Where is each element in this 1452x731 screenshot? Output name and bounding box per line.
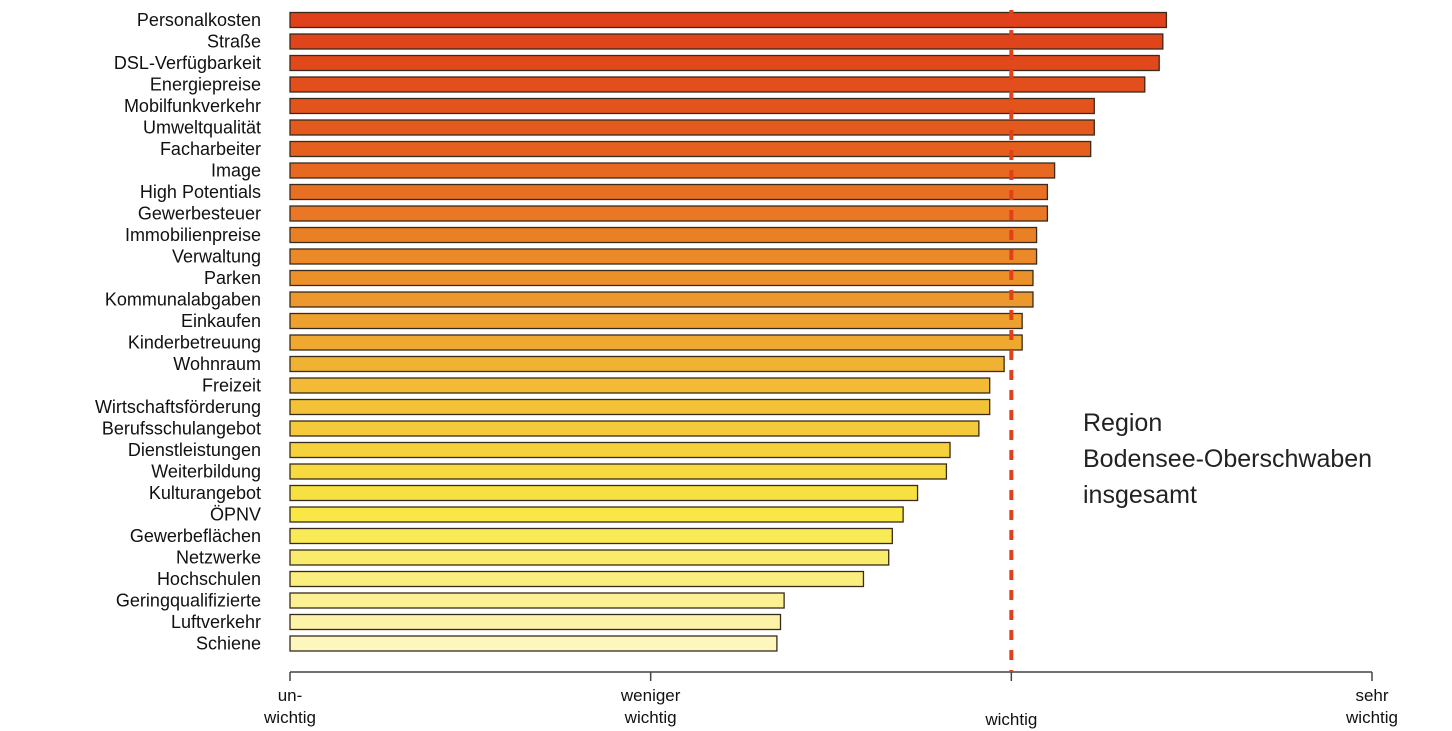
category-label-22: Kulturangebot [149,483,261,503]
annotation-line-1: Region [1083,409,1162,437]
bar-10 [289,226,1038,244]
bar-28 [289,613,782,631]
category-label-19: Berufsschulangebot [102,419,261,439]
category-label-29: Schiene [196,634,261,654]
x-tick-label-3-0: sehr [1355,686,1388,705]
category-label-11: Verwaltung [172,247,261,267]
bar-26 [289,570,865,588]
category-label-13: Kommunalabgaben [105,290,261,310]
category-label-4: Mobilfunkverkehr [124,96,261,116]
bar-16 [289,355,1005,373]
category-label-10: Immobilienpreise [125,225,261,245]
bar-6 [289,140,1092,158]
x-tick-label-1-0: weniger [620,686,681,705]
x-tick-label-2-0: wichtig [984,710,1037,729]
category-label-25: Netzwerke [176,548,261,568]
bar-21 [289,463,948,480]
category-label-20: Dienstleistungen [128,440,261,460]
category-labels: PersonalkostenStraßeDSL-VerfügbarkeitEne… [95,10,261,654]
category-label-15: Kinderbetreuung [128,333,261,353]
category-label-9: Gewerbesteuer [138,204,261,224]
bar-0 [289,11,1168,29]
category-label-24: Gewerbeflächen [130,526,261,546]
category-label-7: Image [211,161,261,181]
bar-25 [289,549,890,566]
bar-17 [289,377,991,394]
category-label-1: Straße [207,32,261,52]
bar-9 [289,205,1049,222]
category-label-8: High Potentials [140,182,261,202]
category-label-17: Freizeit [202,376,261,396]
category-label-23: ÖPNV [210,505,261,525]
bar-2 [289,54,1160,72]
bar-19 [289,420,980,437]
x-tick-label-0-0: un- [278,686,303,705]
bar-1 [289,33,1164,50]
bar-27 [289,592,785,609]
annotation-line-2: Bodensee-Oberschwaben [1083,445,1372,473]
bar-14 [289,312,1023,330]
bar-29 [289,635,778,652]
annotation-line-3: insgesamt [1083,481,1197,509]
bar-20 [289,441,951,459]
category-label-26: Hochschulen [157,569,261,589]
category-label-28: Luftverkehr [171,612,261,632]
bar-12 [289,269,1034,287]
bar-8 [289,183,1049,201]
bar-22 [289,484,919,502]
bar-24 [289,527,893,545]
category-label-12: Parken [204,268,261,288]
category-label-18: Wirtschaftsförderung [95,397,261,417]
category-label-21: Weiterbildung [151,462,261,482]
category-label-2: DSL-Verfügbarkeit [114,53,261,73]
category-label-16: Wohnraum [173,354,261,374]
bar-7 [289,162,1056,179]
bar-5 [289,119,1095,136]
bar-18 [289,398,991,416]
category-label-14: Einkaufen [181,311,261,331]
bars-layer [289,11,1168,652]
category-label-27: Geringqualifizierte [116,591,261,611]
bar-11 [289,248,1038,265]
bar-3 [289,76,1146,93]
bar-13 [289,291,1034,308]
bar-15 [289,334,1023,351]
x-axis: un-wichtig weniger wichtig wichtig sehr wicht… [263,671,1398,729]
bar-4 [289,97,1095,115]
x-tick-label-0-1: wichtig [263,708,316,727]
category-label-0: Personalkosten [137,10,261,30]
category-label-3: Energiepreise [150,75,261,95]
region-annotation: Region Bodensee-Oberschwaben insgesamt [1083,409,1379,509]
category-label-6: Facharbeiter [160,139,261,159]
bar-23 [289,506,904,523]
category-label-5: Umweltqualität [143,118,261,138]
x-tick-label-1-1: wichtig [624,708,677,727]
x-tick-label-3-1: wichtig [1345,708,1398,727]
